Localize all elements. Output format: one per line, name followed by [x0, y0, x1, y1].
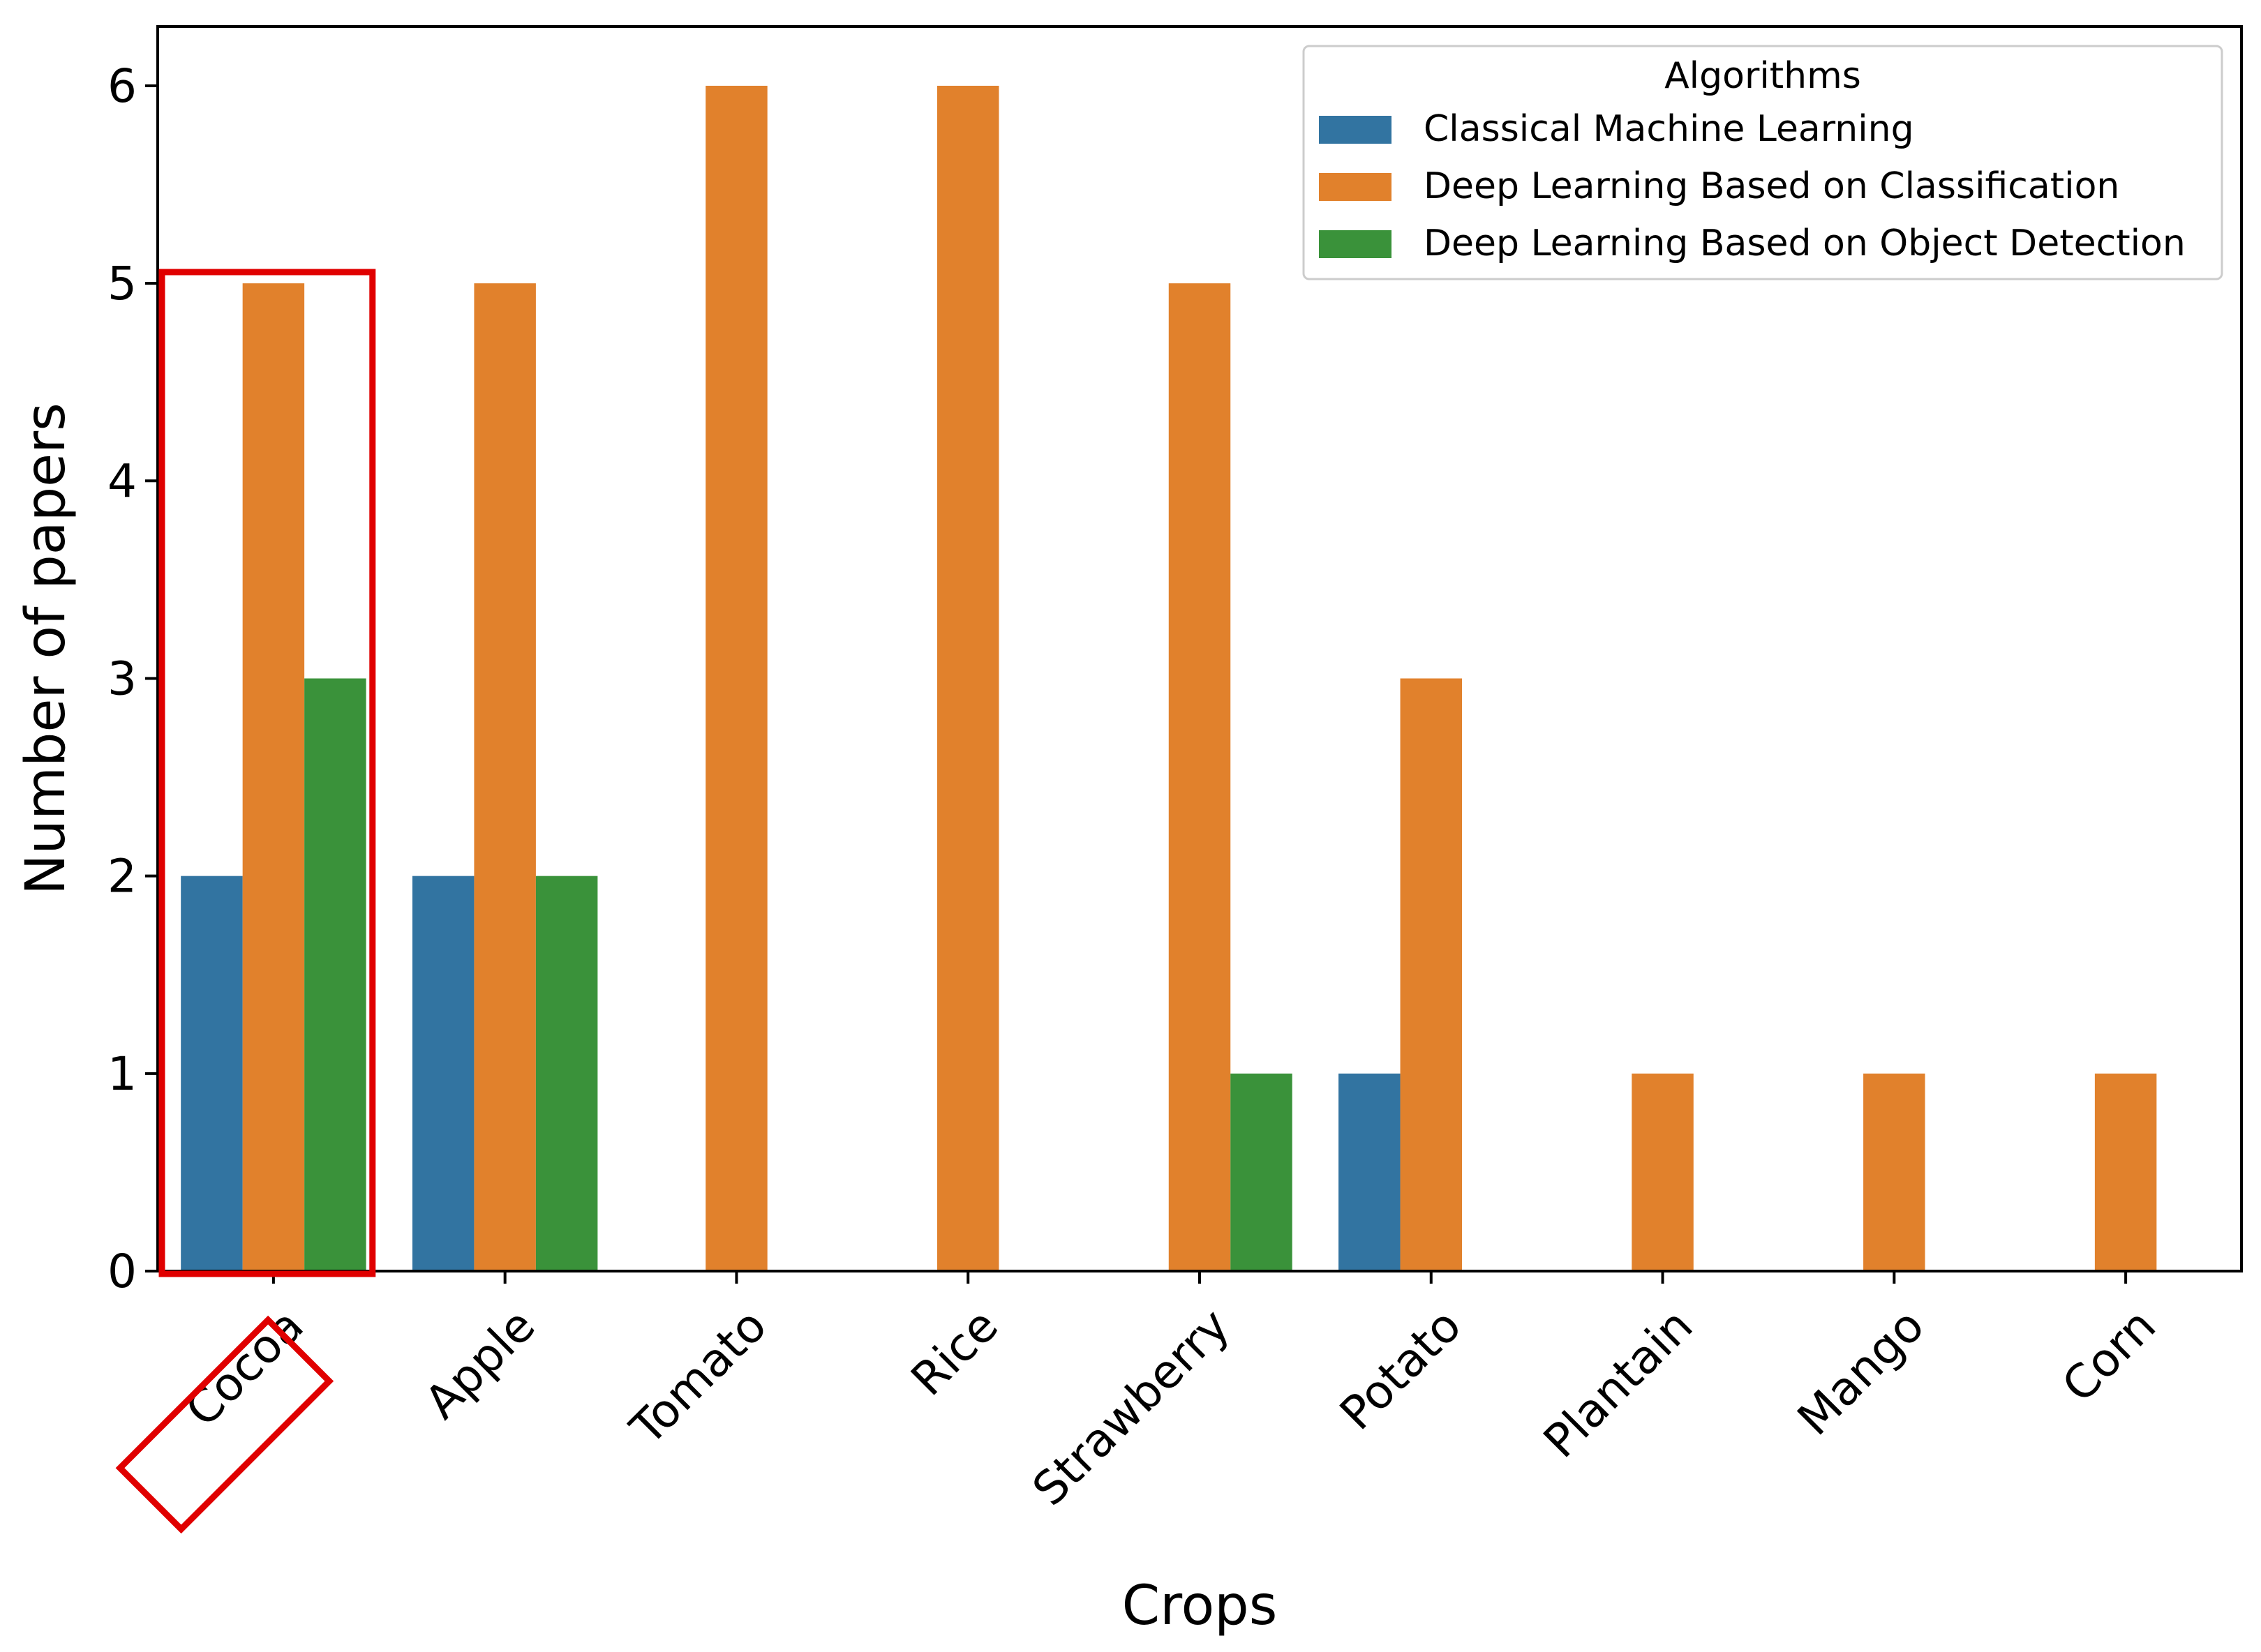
- bar-strawberry-3: [1230, 1073, 1292, 1271]
- y-axis: 0 1 2 3 4 5 6: [107, 59, 158, 1298]
- x-tick-label-apple: Apple: [415, 1298, 545, 1429]
- x-tick-label-rice: Rice: [901, 1298, 1008, 1406]
- legend-swatch: [1319, 116, 1391, 144]
- x-axis-title: Crops: [1122, 1575, 1278, 1637]
- y-tick-label: 6: [107, 59, 137, 113]
- bar-apple-3: [535, 876, 598, 1271]
- legend-frame: [1302, 45, 2223, 280]
- x-tick-label-mango: Mango: [1787, 1298, 1934, 1446]
- y-tick-label: 5: [107, 257, 137, 310]
- highlight-layer: [115, 269, 376, 1534]
- y-tick-label: 4: [107, 454, 137, 508]
- x-tick-label-plantain: Plantain: [1533, 1298, 1703, 1468]
- x-axis: Cocoa Apple Tomato Rice Strawberry Potato Plan…: [175, 1271, 2166, 1516]
- bar-corn-2: [2094, 1073, 2157, 1271]
- bar-cocoa-3: [304, 678, 366, 1271]
- y-axis-title: Number of papers: [15, 403, 77, 895]
- bar-apple-2: [474, 283, 536, 1272]
- x-tick-label-tomato: Tomato: [620, 1298, 777, 1455]
- y-tick-label: 3: [107, 652, 137, 705]
- bar-strawberry-2: [1168, 283, 1231, 1272]
- x-tick-label-potato: Potato: [1329, 1298, 1471, 1440]
- bar-rice-2: [937, 85, 999, 1271]
- y-tick-label: 0: [107, 1245, 137, 1298]
- bar-potato-1: [1338, 1073, 1401, 1271]
- bar-plantain-2: [1632, 1073, 1694, 1271]
- legend-swatch: [1319, 173, 1391, 201]
- highlight-box-bars: [158, 269, 376, 1277]
- bar-apple-1: [412, 876, 475, 1271]
- legend-label: Deep Learning Based on Classification: [1424, 165, 2119, 207]
- bar-potato-2: [1400, 678, 1463, 1271]
- x-tick-label-corn: Corn: [2052, 1298, 2166, 1413]
- bar-cocoa-2: [242, 283, 305, 1272]
- bar-mango-2: [1863, 1073, 1925, 1271]
- bar-tomato-2: [706, 85, 768, 1271]
- y-tick-label: 2: [107, 850, 137, 903]
- legend-label: Classical Machine Learning: [1424, 108, 1914, 150]
- legend-label: Deep Learning Based on Object Detection: [1424, 223, 2186, 264]
- legend-title: Algorithms: [1664, 55, 1861, 97]
- legend-swatch: [1319, 230, 1391, 258]
- bars-layer: [181, 85, 2157, 1272]
- bar-cocoa-1: [181, 876, 243, 1271]
- y-tick-label: 1: [107, 1047, 137, 1101]
- highlight-box-label: [115, 1315, 334, 1534]
- x-tick-label-strawberry: Strawberry: [1022, 1298, 1240, 1516]
- legend: Algorithms Classical Machine Learning Dee…: [1302, 45, 2223, 280]
